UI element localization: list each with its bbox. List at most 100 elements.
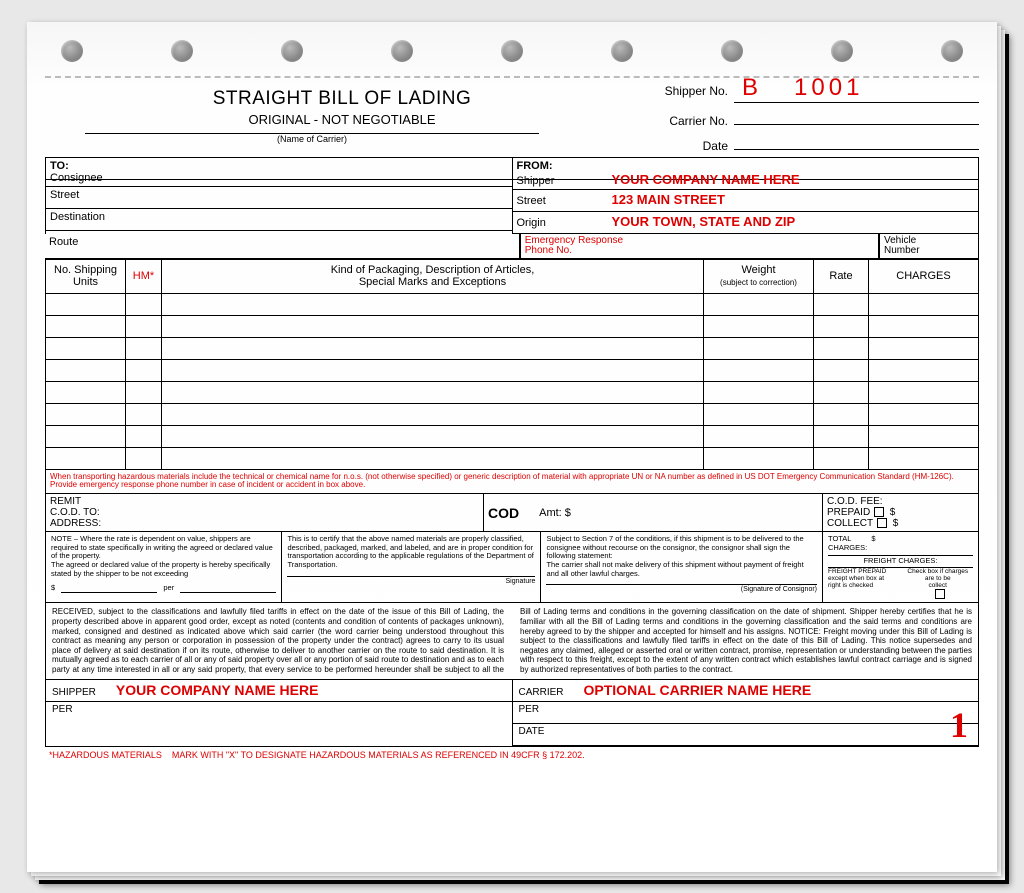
shipper-signature-line[interactable] [287,576,535,577]
item-row[interactable] [46,403,979,425]
cod-block[interactable]: COD Amt: $ [484,494,823,531]
emergency-phone-field[interactable]: Emergency Response Phone No. [520,234,879,259]
freight-prepaid-note: FREIGHT PREPAID except when box at right… [828,568,899,599]
remit-block[interactable]: REMIT C.O.D. TO: ADDRESS: [46,494,484,531]
item-cell[interactable] [126,447,162,469]
item-cell[interactable] [704,403,814,425]
remit-label: REMIT [50,496,479,507]
received-terms: RECEIVED, subject to the classifications… [45,603,979,679]
carrier-name-label: (Name of Carrier) [85,134,539,144]
punch-holes [45,34,979,66]
item-row[interactable] [46,359,979,381]
item-cell[interactable] [704,425,814,447]
item-row[interactable] [46,447,979,469]
freight-collect-checkbox[interactable] [935,589,945,599]
item-cell[interactable] [704,315,814,337]
item-cell[interactable] [704,293,814,315]
item-cell[interactable] [162,403,704,425]
item-cell[interactable] [46,403,126,425]
item-cell[interactable] [814,425,869,447]
item-cell[interactable] [162,381,704,403]
dot-cert-block: This is to certify that the above named … [282,532,541,602]
carrier-no-field[interactable] [734,107,979,125]
item-row[interactable] [46,293,979,315]
form-stack: STRAIGHT BILL OF LADING ORIGINAL - NOT N… [27,22,997,872]
carrier-no-label: Carrier No. [649,114,734,128]
item-cell[interactable] [869,293,979,315]
item-cell[interactable] [162,425,704,447]
item-cell[interactable] [814,447,869,469]
item-cell[interactable] [704,337,814,359]
prepaid-checkbox[interactable] [874,507,884,517]
item-cell[interactable] [126,293,162,315]
item-cell[interactable] [46,447,126,469]
freight-charges-label: FREIGHT CHARGES: [828,556,973,568]
item-row[interactable] [46,381,979,403]
hole-icon [721,40,743,62]
item-row[interactable] [46,337,979,359]
item-cell[interactable] [704,359,814,381]
freight-collect-note: Check box if charges are to be collect [907,568,968,589]
item-cell[interactable] [162,337,704,359]
item-cell[interactable] [162,359,704,381]
items-table: No. Shipping Units HM* Kind of Packaging… [45,259,979,470]
signature-label: Signature [287,578,535,586]
item-cell[interactable] [126,337,162,359]
hazmat-note: When transporting hazardous materials in… [45,470,979,495]
item-cell[interactable] [704,381,814,403]
footer-shipper-value: YOUR COMPANY NAME HERE [96,682,319,698]
item-cell[interactable] [162,315,704,337]
bill-of-lading-form: STRAIGHT BILL OF LADING ORIGINAL - NOT N… [27,22,997,872]
consignee-label: Consignee [50,172,130,184]
item-cell[interactable] [869,381,979,403]
consignor-signature-line[interactable] [546,584,817,585]
item-cell[interactable] [46,381,126,403]
declared-value-field[interactable] [61,584,157,593]
carrier-per-field[interactable]: PER [513,702,979,724]
item-cell[interactable] [162,293,704,315]
item-cell[interactable] [814,337,869,359]
item-row[interactable] [46,425,979,447]
value-cert-block: NOTE – Where the rate is dependent on va… [46,532,282,602]
item-row[interactable] [46,315,979,337]
item-cell[interactable] [46,315,126,337]
section7-block: Subject to Section 7 of the conditions, … [541,532,823,602]
item-cell[interactable] [814,381,869,403]
item-cell[interactable] [46,359,126,381]
vehicle-number-field[interactable]: Vehicle Number [879,234,979,259]
item-cell[interactable] [869,447,979,469]
item-cell[interactable] [126,315,162,337]
route-field[interactable]: Route [45,234,520,259]
item-cell[interactable] [46,293,126,315]
item-cell[interactable] [869,403,979,425]
per-field[interactable] [180,584,276,593]
item-cell[interactable] [46,337,126,359]
item-cell[interactable] [869,315,979,337]
item-cell[interactable] [869,359,979,381]
item-cell[interactable] [869,425,979,447]
cod-fee-label: C.O.D. FEE: [827,496,974,507]
item-cell[interactable] [126,381,162,403]
item-cell[interactable] [869,337,979,359]
item-cell[interactable] [126,425,162,447]
hole-icon [611,40,633,62]
item-cell[interactable] [46,425,126,447]
hole-icon [831,40,853,62]
item-cell[interactable] [814,403,869,425]
col-weight: Weight(subject to correction) [704,259,814,293]
collect-checkbox[interactable] [877,518,887,528]
cod-fee-block: C.O.D. FEE: PREPAID $ COLLECT $ [823,494,978,531]
item-cell[interactable] [162,447,704,469]
shipper-per-field[interactable]: PER [46,702,512,724]
item-cell[interactable] [126,359,162,381]
item-cell[interactable] [126,403,162,425]
item-cell[interactable] [814,315,869,337]
item-cell[interactable] [814,359,869,381]
shipper-no-field[interactable]: B 1001 [734,85,979,103]
date-field[interactable] [734,132,979,150]
charges-block: TOTAL CHARGES: $ FREIGHT CHARGES: FREIGH… [823,532,978,602]
route-label: Route [49,236,78,248]
footer-date-field[interactable]: DATE [513,724,979,746]
item-cell[interactable] [704,447,814,469]
item-cell[interactable] [814,293,869,315]
